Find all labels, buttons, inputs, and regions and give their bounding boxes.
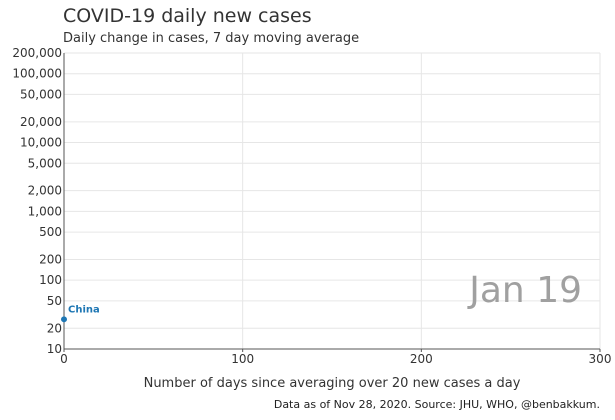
axes: [63, 53, 600, 350]
series-layer: China: [61, 304, 100, 323]
x-axis-ticks: 0 100 200 300: [60, 349, 611, 366]
chart-title: COVID-19 daily new cases: [63, 5, 312, 27]
y-tick-label: 100,000: [12, 67, 62, 81]
y-tick-label: 10: [47, 342, 62, 356]
y-tick-label: 200: [39, 252, 62, 266]
y-tick-label: 500: [39, 225, 62, 239]
x-axis-label: Number of days since averaging over 20 n…: [144, 376, 521, 391]
series-label-china: China: [68, 304, 100, 315]
series-point-china[interactable]: [61, 316, 67, 323]
x-tick-label: 0: [60, 352, 68, 366]
x-tick-label: 200: [410, 352, 433, 366]
y-tick-label: 10,000: [20, 136, 62, 150]
y-axis-ticks: 10 20 50 100 200 500 1,000 2,000 5,000 10,000 20,0…: [12, 46, 62, 356]
grid: [64, 52, 601, 350]
y-tick-label: 1,000: [28, 204, 62, 218]
y-tick-label: 200,000: [12, 46, 62, 60]
y-tick-label: 2,000: [28, 184, 62, 198]
y-tick-label: 100: [39, 273, 62, 287]
source-note: Data as of Nov 28, 2020. Source: JHU, WH…: [274, 398, 600, 411]
y-tick-label: 20,000: [20, 115, 62, 129]
x-tick-label: 300: [589, 352, 612, 366]
y-tick-label: 50,000: [20, 87, 62, 101]
x-tick-label: 100: [231, 352, 254, 366]
y-tick-label: 50: [47, 294, 62, 308]
y-tick-label: 20: [47, 321, 62, 335]
y-tick-label: 5,000: [28, 156, 62, 170]
current-date-label: Jan 19: [467, 270, 582, 311]
chart-subtitle: Daily change in cases, 7 day moving aver…: [63, 31, 360, 46]
